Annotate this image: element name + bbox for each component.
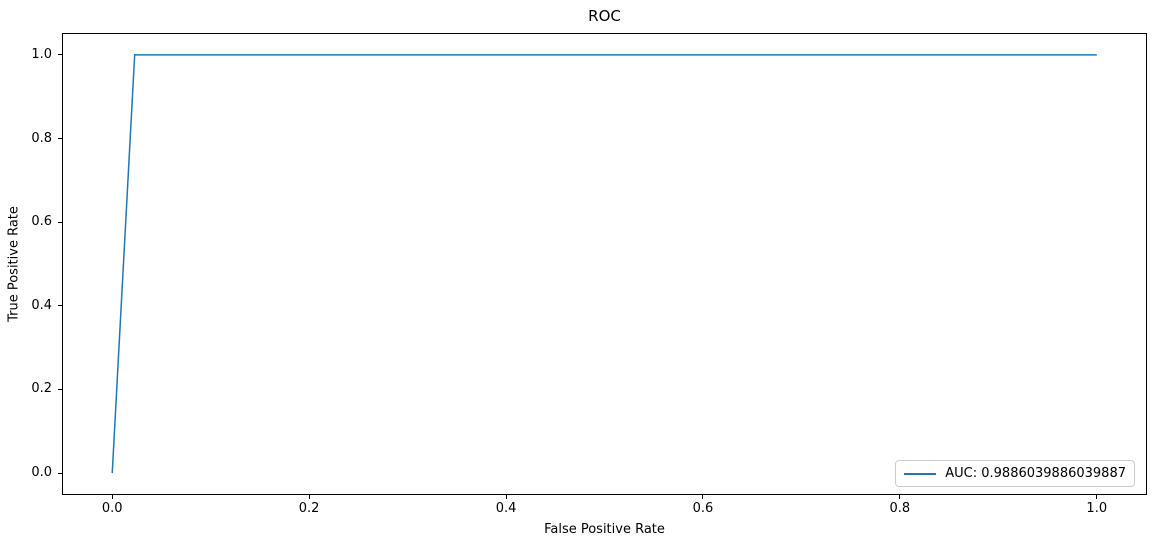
- x-tick-label: 0.8: [889, 501, 911, 516]
- x-axis-label: False Positive Rate: [544, 522, 665, 537]
- x-tick-label: 0.6: [692, 501, 714, 516]
- y-tick-mark: [58, 54, 62, 56]
- y-tick-label: 0.8: [31, 130, 52, 146]
- legend-line-swatch: [904, 472, 937, 475]
- y-tick-mark: [58, 221, 62, 223]
- y-tick-label: 0.2: [31, 381, 52, 397]
- legend: AUC: 0.9886039886039887: [895, 460, 1135, 487]
- roc-curve-line: [111, 54, 1097, 474]
- y-tick-label: 0.0: [31, 465, 52, 481]
- y-tick-label: 0.4: [31, 297, 52, 313]
- x-tick-label: 0.2: [298, 501, 320, 516]
- x-tick-mark: [702, 495, 704, 499]
- chart-title: ROC: [588, 7, 621, 25]
- y-tick-mark: [58, 305, 62, 307]
- x-tick-label: 0.4: [495, 501, 517, 516]
- x-tick-mark: [505, 495, 507, 499]
- y-tick-mark: [58, 472, 62, 474]
- y-tick-label: 1.0: [31, 46, 52, 62]
- x-tick-mark: [308, 495, 310, 499]
- x-tick-mark: [899, 495, 901, 499]
- plot-area: AUC: 0.9886039886039887: [62, 33, 1147, 495]
- x-tick-label: 0.0: [101, 501, 123, 516]
- legend-label: AUC: 0.9886039886039887: [945, 466, 1126, 481]
- y-tick-mark: [58, 388, 62, 390]
- y-tick-label: 0.6: [31, 214, 52, 230]
- x-tick-mark: [111, 495, 113, 499]
- y-tick-mark: [58, 138, 62, 140]
- x-tick-label: 1.0: [1086, 501, 1108, 516]
- x-tick-mark: [1096, 495, 1098, 499]
